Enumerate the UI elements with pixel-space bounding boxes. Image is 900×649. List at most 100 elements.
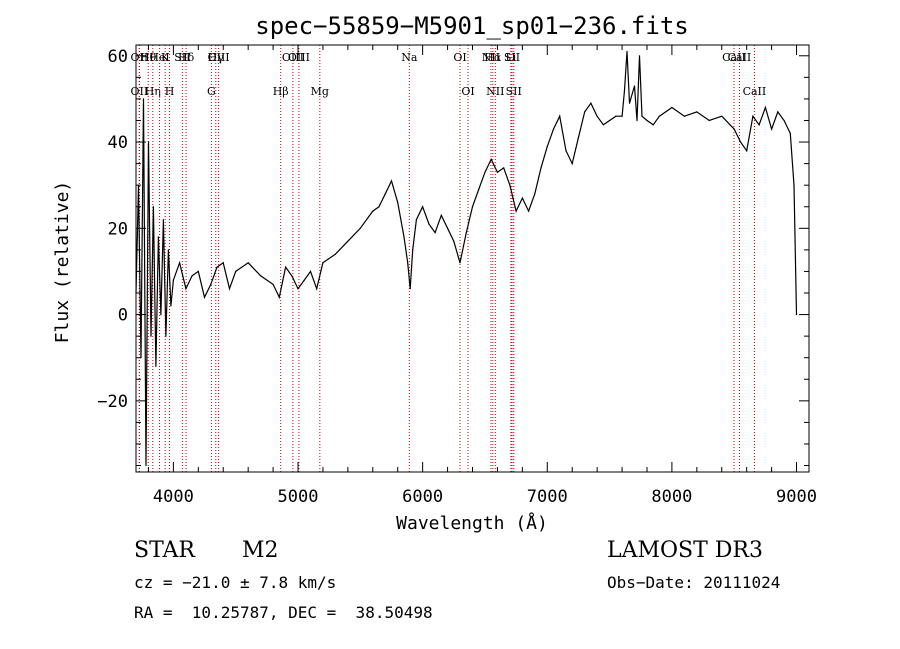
data-point [197,270,199,272]
data-point [771,128,773,130]
data-point [626,50,628,53]
data-point [584,111,586,113]
y-tick-label-1: 0 [118,306,128,326]
data-point [228,288,231,290]
data-point [297,288,299,290]
data-point [746,150,748,152]
marker-label-22: Li [505,51,516,64]
chart-title: spec−55859−M5901_sp01−236.fits [255,12,688,40]
data-point [415,219,417,221]
marker-label-2: OII [131,51,149,64]
data-point [155,365,157,367]
data-point [739,141,742,143]
marker-label-10: Hγ [208,51,225,64]
data-point [752,115,754,117]
y-tick-label-2: 20 [108,219,128,239]
x-tick-label-3: 7000 [527,487,568,507]
data-point [646,119,648,122]
data-point [285,266,287,268]
data-point [658,115,661,117]
survey-label: LAMOST DR3 [607,538,763,563]
data-point [409,288,411,290]
data-point [397,201,399,203]
marker-label-18: OI [461,85,474,98]
data-point [733,128,735,130]
data-point [434,232,436,234]
marker-label-15: Mg [311,85,329,98]
data-point [521,197,524,199]
marker-label-21: NII [486,85,504,98]
y-tick-label-3: 40 [108,133,128,153]
data-point [708,119,710,122]
data-point [334,253,336,255]
data-point [478,188,480,191]
data-point [260,275,262,277]
cz-value: cz = −21.0 ± 7.8 km/s [134,573,337,592]
data-point [764,106,767,109]
y-axis-label: Flux (relative) [52,181,73,344]
marker-label-27: CaII [743,85,767,98]
data-point [609,119,611,122]
x-tick-label-1: 5000 [278,487,319,507]
data-point [359,227,361,229]
data-point [509,184,511,186]
data-point [615,115,617,117]
data-point [503,167,505,169]
data-point [465,232,467,234]
data-point [179,262,181,264]
marker-label-5: K [161,51,170,64]
data-point [633,85,636,87]
class-label: STAR [134,538,195,563]
data-point [528,210,530,212]
marker-label-9: G [207,85,216,98]
data-point [150,335,152,337]
marker-label-20: Hα [484,51,502,64]
data-point [222,262,224,264]
data-point [602,124,605,126]
data-point [165,335,167,337]
data-point [721,115,723,117]
data-point [671,106,673,109]
data-point [216,266,218,268]
data-point [247,262,249,264]
data-point [783,119,785,122]
marker-label-26: CaII [728,51,752,64]
data-point [372,210,374,212]
line-markers: OIIHθOIIHηHeIKHSIIHδGHγOIIIHβOIIIOIIIMgN… [131,45,767,472]
x-tick-label-4: 8000 [651,487,692,507]
data-point [447,227,449,229]
data-point [638,55,641,57]
data-point [422,206,424,208]
data-point [590,102,592,104]
data-point [303,279,305,281]
axes: 4000 5000 6000 7000 8000 9000 −20 0 20 40 60 [97,45,817,507]
data-point [777,111,779,113]
data-point [235,270,237,272]
data-point [628,102,631,104]
y-tick-label-0: −20 [97,392,128,412]
data-point [272,283,274,285]
data-point [162,219,164,221]
data-point [170,305,172,307]
data-point [696,111,698,113]
data-point [559,115,561,117]
data-point [546,145,548,147]
data-point [309,270,312,272]
data-point [160,314,162,316]
data-point [641,115,643,117]
data-point [795,314,798,316]
data-point [789,132,791,134]
data-point [793,184,795,186]
data-point [147,141,150,143]
data-point [191,275,193,277]
data-point [291,275,293,277]
data-point [210,283,212,285]
data-point [577,137,580,139]
x-tick-label-5: 9000 [776,487,817,507]
marker-label-8: Hδ [178,51,195,64]
data-point [652,124,654,126]
data-point [378,206,380,208]
data-point [407,262,409,264]
series-group [135,50,798,467]
